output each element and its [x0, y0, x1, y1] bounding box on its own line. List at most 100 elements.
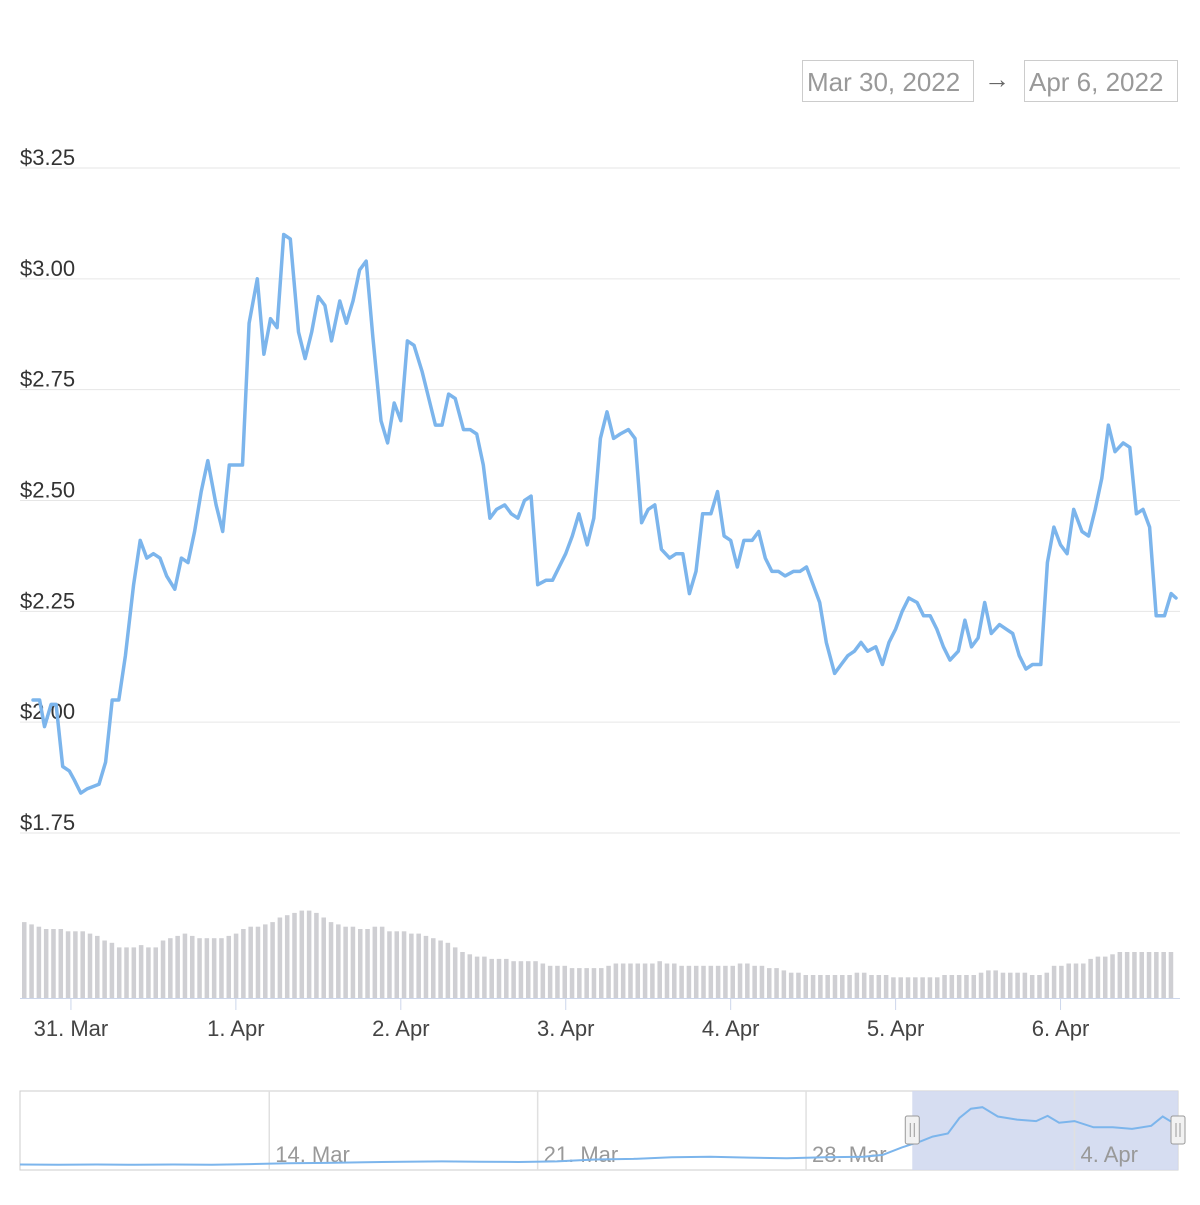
volume-bar — [321, 917, 326, 998]
volume-bar — [555, 965, 560, 998]
navigator[interactable]: 14. Mar 21. Mar 28. Mar 4. Apr — [19, 1090, 1186, 1171]
volume-bar — [438, 940, 443, 998]
x-axis: 31. Mar 1. Apr 2. Apr 3. Apr 4. Apr 5. Apr 6. … — [20, 998, 1180, 1041]
volume-bar — [1051, 965, 1057, 998]
volume-bar — [635, 963, 641, 998]
volume-bar — [927, 977, 933, 998]
volume-bar — [73, 931, 78, 998]
volume-bar — [723, 965, 728, 998]
volume-bar — [774, 968, 779, 998]
volume-bar — [978, 972, 984, 998]
volume-bar — [379, 926, 385, 998]
volume-bar — [401, 931, 407, 998]
volume-bar — [883, 975, 889, 998]
date-range-from-input[interactable]: Mar 30, 2022 — [802, 60, 974, 102]
volume-bar — [599, 968, 604, 998]
date-range-arrow: → — [984, 64, 1010, 94]
volume-bar — [226, 935, 232, 998]
volume-bar — [416, 933, 421, 998]
volume-bar — [292, 912, 297, 998]
volume-bar — [511, 961, 516, 998]
y-axis-tick-label: $3.00 — [20, 256, 75, 281]
volume-bar — [467, 954, 473, 998]
volume-bar — [372, 926, 378, 998]
volume-bar — [657, 961, 662, 998]
volume-bar — [869, 975, 874, 998]
volume-bar — [1110, 954, 1115, 998]
volume-bar — [949, 975, 955, 998]
volume-bar — [65, 931, 71, 998]
volume-bar — [189, 935, 195, 998]
volume-bar — [847, 975, 852, 998]
volume-bar — [986, 970, 991, 998]
volume-bar — [679, 965, 684, 998]
volume-bar — [204, 938, 210, 998]
navigator-selection-mask[interactable] — [912, 1091, 1178, 1170]
volume-bar — [1102, 956, 1108, 998]
volume-bar — [876, 975, 882, 998]
volume-bar — [36, 926, 42, 998]
volume-bar — [43, 929, 49, 998]
volume-bar — [277, 917, 283, 998]
volume-bar — [22, 922, 27, 998]
volume-bar — [1124, 952, 1130, 998]
volume-bar — [504, 958, 509, 998]
x-axis-tick-label: 3. Apr — [537, 1016, 594, 1041]
navigator-left-handle[interactable] — [904, 1115, 920, 1145]
volume-bar — [153, 947, 158, 998]
volume-bar — [1022, 972, 1028, 998]
volume-bar — [460, 952, 465, 998]
volume-bar — [1095, 956, 1101, 998]
y-axis-tick-label: $2.75 — [20, 367, 75, 392]
navigator-tick-label: 4. Apr — [1080, 1142, 1137, 1167]
volume-bar — [1088, 958, 1093, 998]
volume-bar — [642, 963, 648, 998]
volume-bar — [934, 977, 940, 998]
volume-bar — [913, 977, 918, 998]
volume-bar — [737, 963, 743, 998]
y-axis-labels: $3.25$3.00$2.75$2.50$2.25$2.00$1.75 — [20, 145, 75, 835]
volume-bar — [547, 965, 553, 998]
volume-bar — [343, 926, 348, 998]
volume-bar — [650, 963, 655, 998]
volume-bar — [445, 942, 451, 998]
navigator-right-handle[interactable] — [1170, 1115, 1186, 1145]
volume-bar — [233, 933, 239, 998]
volume-bar — [686, 965, 692, 998]
volume-bar — [328, 922, 334, 998]
volume-bar — [620, 963, 626, 998]
volume-bar — [964, 975, 969, 998]
volume-bar — [131, 947, 137, 998]
volume-bar — [1066, 963, 1071, 998]
volume-bar — [971, 975, 977, 998]
volume-bar — [1139, 952, 1145, 998]
volume-bar — [766, 968, 772, 998]
volume-bar — [58, 929, 64, 998]
volume-bar — [701, 965, 706, 998]
volume-bar — [533, 961, 538, 998]
volume-bar — [365, 929, 370, 998]
volume-bar — [80, 931, 85, 998]
volume-bar — [182, 933, 188, 998]
volume-bar — [591, 968, 597, 998]
volume-bar — [715, 965, 721, 998]
volume-bar — [752, 965, 757, 998]
volume-bar — [314, 912, 319, 998]
volume-bar — [299, 910, 305, 998]
x-axis-tick-label: 1. Apr — [207, 1016, 264, 1041]
volume-bar — [745, 963, 750, 998]
volume-bar — [138, 945, 144, 998]
volume-bar — [803, 975, 809, 998]
price-line-series — [31, 232, 1178, 795]
navigator-series-line — [19, 1106, 1179, 1166]
volume-bar — [197, 938, 202, 998]
volume-bar — [1117, 952, 1123, 998]
volume-bar — [832, 975, 838, 998]
volume-bar — [584, 968, 589, 998]
volume-bar — [818, 975, 823, 998]
date-range-to-input[interactable]: Apr 6, 2022 — [1024, 60, 1178, 102]
volume-bar — [211, 938, 217, 998]
volume-bar — [95, 935, 100, 998]
